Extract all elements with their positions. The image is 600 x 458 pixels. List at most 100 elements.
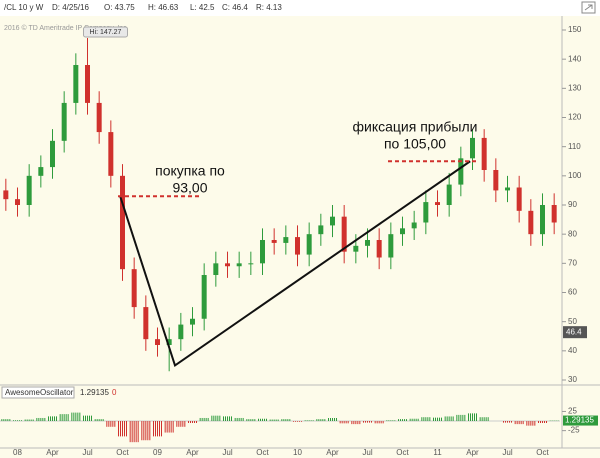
copyright: 2016 © TD Ameritrade IP Company, Inc. (4, 24, 129, 32)
y-tick-label: 60 (568, 288, 577, 297)
osc-last-label: 1.29135 (565, 416, 594, 425)
candle-body (365, 240, 370, 246)
candle-body (353, 245, 359, 252)
x-tick-label: 10 (293, 448, 302, 457)
candle-body (73, 65, 79, 103)
annotation-text: фиксация прибыли (353, 119, 478, 135)
x-tick-label: Oct (396, 448, 409, 457)
x-tick-label: Apr (466, 448, 479, 457)
y2-tick-label: 25 (568, 407, 577, 416)
candle-body (470, 137, 475, 159)
candle-body (155, 339, 160, 345)
candle-body (190, 318, 195, 325)
candle-body (15, 199, 20, 205)
candle-body (318, 225, 324, 235)
candle-body (225, 263, 230, 267)
y-tick-label: 100 (568, 171, 582, 180)
candle-body (143, 307, 149, 340)
x-tick-label: Jul (502, 448, 512, 457)
candle-body (50, 140, 55, 168)
candle-body (551, 205, 557, 223)
candle-body (341, 216, 347, 252)
candle-body (96, 102, 102, 133)
candle-body (306, 234, 312, 255)
candle-body (493, 170, 499, 191)
candle-body (61, 102, 67, 141)
candle-body (108, 132, 114, 176)
header-bar (0, 0, 600, 16)
candle-body (166, 339, 172, 345)
candle-body (481, 137, 487, 170)
candle-body (458, 158, 464, 185)
candle-body (423, 202, 429, 223)
expand-icon[interactable] (581, 1, 596, 14)
candle-body (85, 65, 90, 103)
candle-body (330, 216, 335, 226)
expand-arrow (584, 4, 593, 11)
candle-body (295, 237, 300, 255)
header-item: R: 4.13 (256, 3, 282, 12)
osc-last-box (563, 415, 598, 426)
header-item: O: 43.75 (104, 3, 135, 12)
osc-name: AwesomeOscillator (5, 388, 74, 397)
x-tick-label: 09 (153, 448, 162, 457)
candle-body (131, 269, 137, 308)
last-price-box (563, 326, 587, 339)
x-tick-label: Oct (116, 448, 129, 457)
candle-body (26, 175, 32, 205)
x-tick-label: Apr (326, 448, 339, 457)
y-tick-label: 40 (568, 346, 577, 355)
annotation-text: 93,00 (172, 180, 207, 196)
x-tick-label: 08 (13, 448, 22, 457)
y-tick-label: 140 (568, 54, 582, 63)
annotation-text: по 105,00 (384, 136, 446, 152)
candle-body (248, 263, 254, 265)
y-tick-label: 120 (568, 113, 582, 122)
candle-body (411, 222, 417, 229)
y-tick-label: 80 (568, 229, 577, 238)
candle-body (283, 237, 289, 243)
candle-body (236, 263, 242, 267)
osc-name-box (1, 386, 75, 399)
candle-body (446, 184, 452, 205)
y2-tick-label: -25 (568, 426, 580, 435)
candle-body (271, 240, 277, 243)
candle-body (435, 202, 440, 205)
y-tick-label: 70 (568, 258, 577, 267)
last-price-label: 46.4 (566, 327, 582, 336)
candle-body (516, 187, 522, 211)
x-tick-label: Jul (362, 448, 372, 457)
y-tick-label: 50 (568, 317, 577, 326)
x-tick-label: Oct (256, 448, 269, 457)
candle-body (528, 210, 534, 235)
candle-body (400, 228, 405, 235)
osc-param: 0 (112, 388, 117, 397)
candle-body (388, 234, 394, 258)
candle-body (3, 190, 9, 200)
candle-body (201, 275, 207, 319)
header-item: L: 42.5 (190, 3, 215, 12)
hi-label-box (83, 26, 128, 38)
osc-value: 1.29135 (80, 388, 109, 397)
header-item: D: 4/25/16 (52, 3, 89, 12)
x-tick-label: Jul (82, 448, 92, 457)
candle-body (376, 240, 382, 258)
x-tick-label: Jul (222, 448, 232, 457)
candle-body (38, 167, 44, 176)
x-tick-label: Apr (46, 448, 59, 457)
header-item: C: 46.4 (222, 3, 248, 12)
y-tick-label: 110 (568, 142, 581, 151)
y-tick-label: 150 (568, 25, 582, 34)
y-tick-label: 30 (568, 375, 577, 384)
candle-body (260, 240, 265, 264)
candle-body (505, 187, 510, 191)
candle-body (178, 324, 184, 340)
header-item: H: 46.63 (148, 3, 179, 12)
candle-body (540, 205, 545, 235)
header-item: /CL 10 y W (4, 3, 44, 12)
candle-body (120, 175, 125, 270)
x-tick-label: Oct (536, 448, 549, 457)
candle-body (213, 263, 219, 275)
